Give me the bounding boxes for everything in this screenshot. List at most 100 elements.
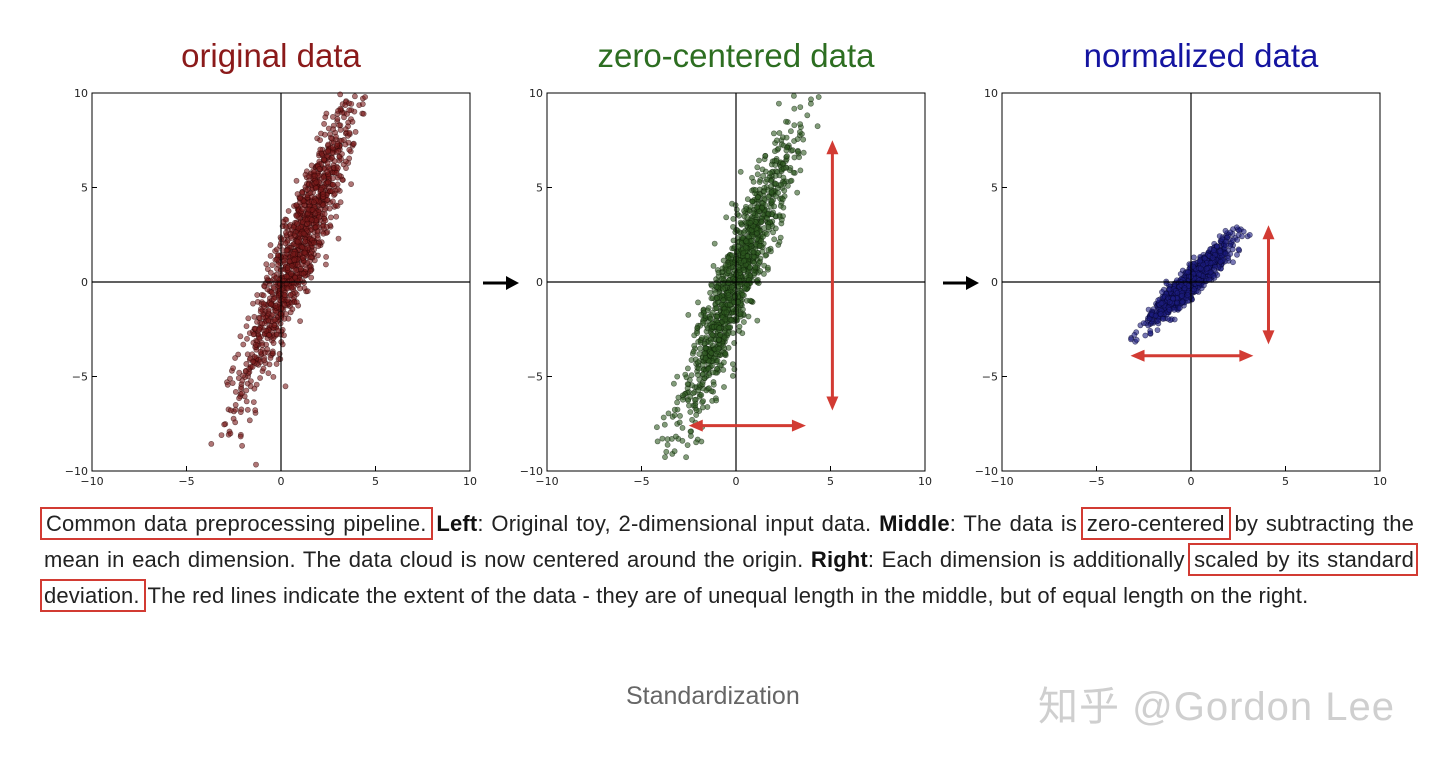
caption-highlight-scaled: scaled by its standard deviation. — [40, 543, 1418, 612]
scatter-point — [814, 123, 821, 130]
scatter-point — [317, 146, 324, 153]
scatter-point — [243, 398, 250, 405]
scatter-point — [277, 356, 284, 362]
scatter-point — [260, 365, 267, 372]
scatter-point — [312, 224, 319, 231]
scatter-point — [757, 268, 764, 274]
caption-text: : Each dimension is additionally — [867, 547, 1193, 572]
scatter-point — [243, 387, 250, 394]
scatter-point — [723, 309, 730, 316]
scatter-point — [683, 454, 689, 461]
scatter-point — [1160, 316, 1166, 322]
scatter-point — [208, 440, 215, 447]
scatter-point — [327, 214, 334, 221]
scatter-point — [259, 342, 266, 348]
scatter-point — [754, 278, 760, 284]
y-tick-label: 10 — [529, 87, 543, 100]
scatter-point — [1235, 246, 1242, 253]
scatter-point — [269, 262, 276, 268]
scatter-point — [702, 355, 709, 362]
scatter-point — [750, 249, 757, 256]
scatter-point — [295, 302, 302, 309]
scatter-point — [698, 334, 705, 341]
scatter-point — [740, 267, 747, 273]
y-tick-label: −10 — [975, 465, 998, 478]
scatter-point — [1216, 233, 1223, 239]
scatter-point — [789, 147, 796, 154]
scatter-point — [1225, 255, 1232, 261]
scatter-point — [725, 344, 732, 351]
scatter-point — [335, 148, 342, 155]
scatter-point — [1133, 336, 1140, 343]
y-tick-label: 10 — [74, 87, 88, 100]
x-tick-label: 10 — [918, 475, 932, 488]
scatter-point — [768, 189, 775, 195]
scatter-point — [758, 238, 764, 244]
y-tick-label: −5 — [72, 371, 88, 384]
scatter-point — [1201, 255, 1208, 262]
scatter-point — [299, 206, 306, 213]
scatter-point — [326, 205, 333, 212]
scatter-point — [321, 121, 327, 127]
scatter-point — [266, 361, 273, 368]
figure-caption: Common data preprocessing pipeline. Left… — [40, 506, 1418, 614]
scatter-point — [747, 204, 754, 210]
scatter-point — [748, 237, 755, 244]
scatter-point — [306, 173, 312, 180]
scatter-point — [1166, 299, 1173, 306]
scatter-point — [322, 261, 329, 268]
scatter-point — [713, 283, 720, 290]
scatter-point — [288, 284, 295, 291]
scatter-point — [285, 208, 292, 214]
scatter-point — [752, 264, 759, 271]
scatter-point — [311, 173, 318, 179]
scatter-point — [720, 257, 727, 264]
scatter-point — [1128, 336, 1134, 343]
scatter-point — [320, 201, 327, 208]
scatter-point — [1158, 300, 1165, 307]
scatter-point — [754, 317, 761, 324]
scatter-point — [1210, 247, 1217, 254]
scatter-point — [725, 324, 732, 331]
scatter-point — [695, 365, 702, 372]
scatter-point — [737, 219, 744, 226]
scatter-point — [295, 225, 302, 231]
scatter-point — [712, 290, 719, 296]
scatter-point — [324, 197, 330, 203]
scatter-point — [694, 359, 701, 366]
scatter-point — [343, 165, 349, 171]
scatter-point — [700, 398, 706, 404]
scatter-point — [244, 335, 250, 342]
scatter-point — [308, 217, 315, 223]
scatter-point — [230, 365, 236, 371]
scatter-point — [346, 146, 353, 153]
scatter-point — [247, 378, 254, 384]
x-extent-arrowhead — [1130, 349, 1145, 362]
scatter-point — [284, 265, 291, 271]
scatter-point — [759, 204, 765, 211]
x-tick-label: −5 — [633, 475, 649, 488]
scatter-point — [772, 180, 779, 187]
scatter-point — [307, 254, 314, 261]
scatter-point — [1152, 312, 1159, 319]
scatter-point — [240, 341, 247, 348]
scatter-point — [760, 173, 766, 179]
scatter-point — [325, 179, 331, 186]
y-tick-label: 0 — [991, 276, 998, 289]
scatter-point — [240, 372, 247, 379]
scatter-point — [791, 154, 798, 161]
scatter-point — [1246, 231, 1253, 238]
scatter-point — [710, 381, 717, 388]
scatter-point — [300, 254, 306, 261]
scatter-point — [329, 198, 336, 205]
scatter-point — [694, 371, 701, 378]
scatter-point — [237, 333, 244, 340]
scatter-point — [694, 330, 700, 336]
scatter-point — [736, 323, 743, 330]
scatter-point — [352, 129, 359, 135]
scatter-point — [299, 189, 306, 196]
scatter-point — [731, 294, 738, 300]
scatter-point — [242, 368, 249, 375]
x-tick-label: −10 — [535, 475, 558, 488]
scatter-point — [740, 229, 747, 236]
